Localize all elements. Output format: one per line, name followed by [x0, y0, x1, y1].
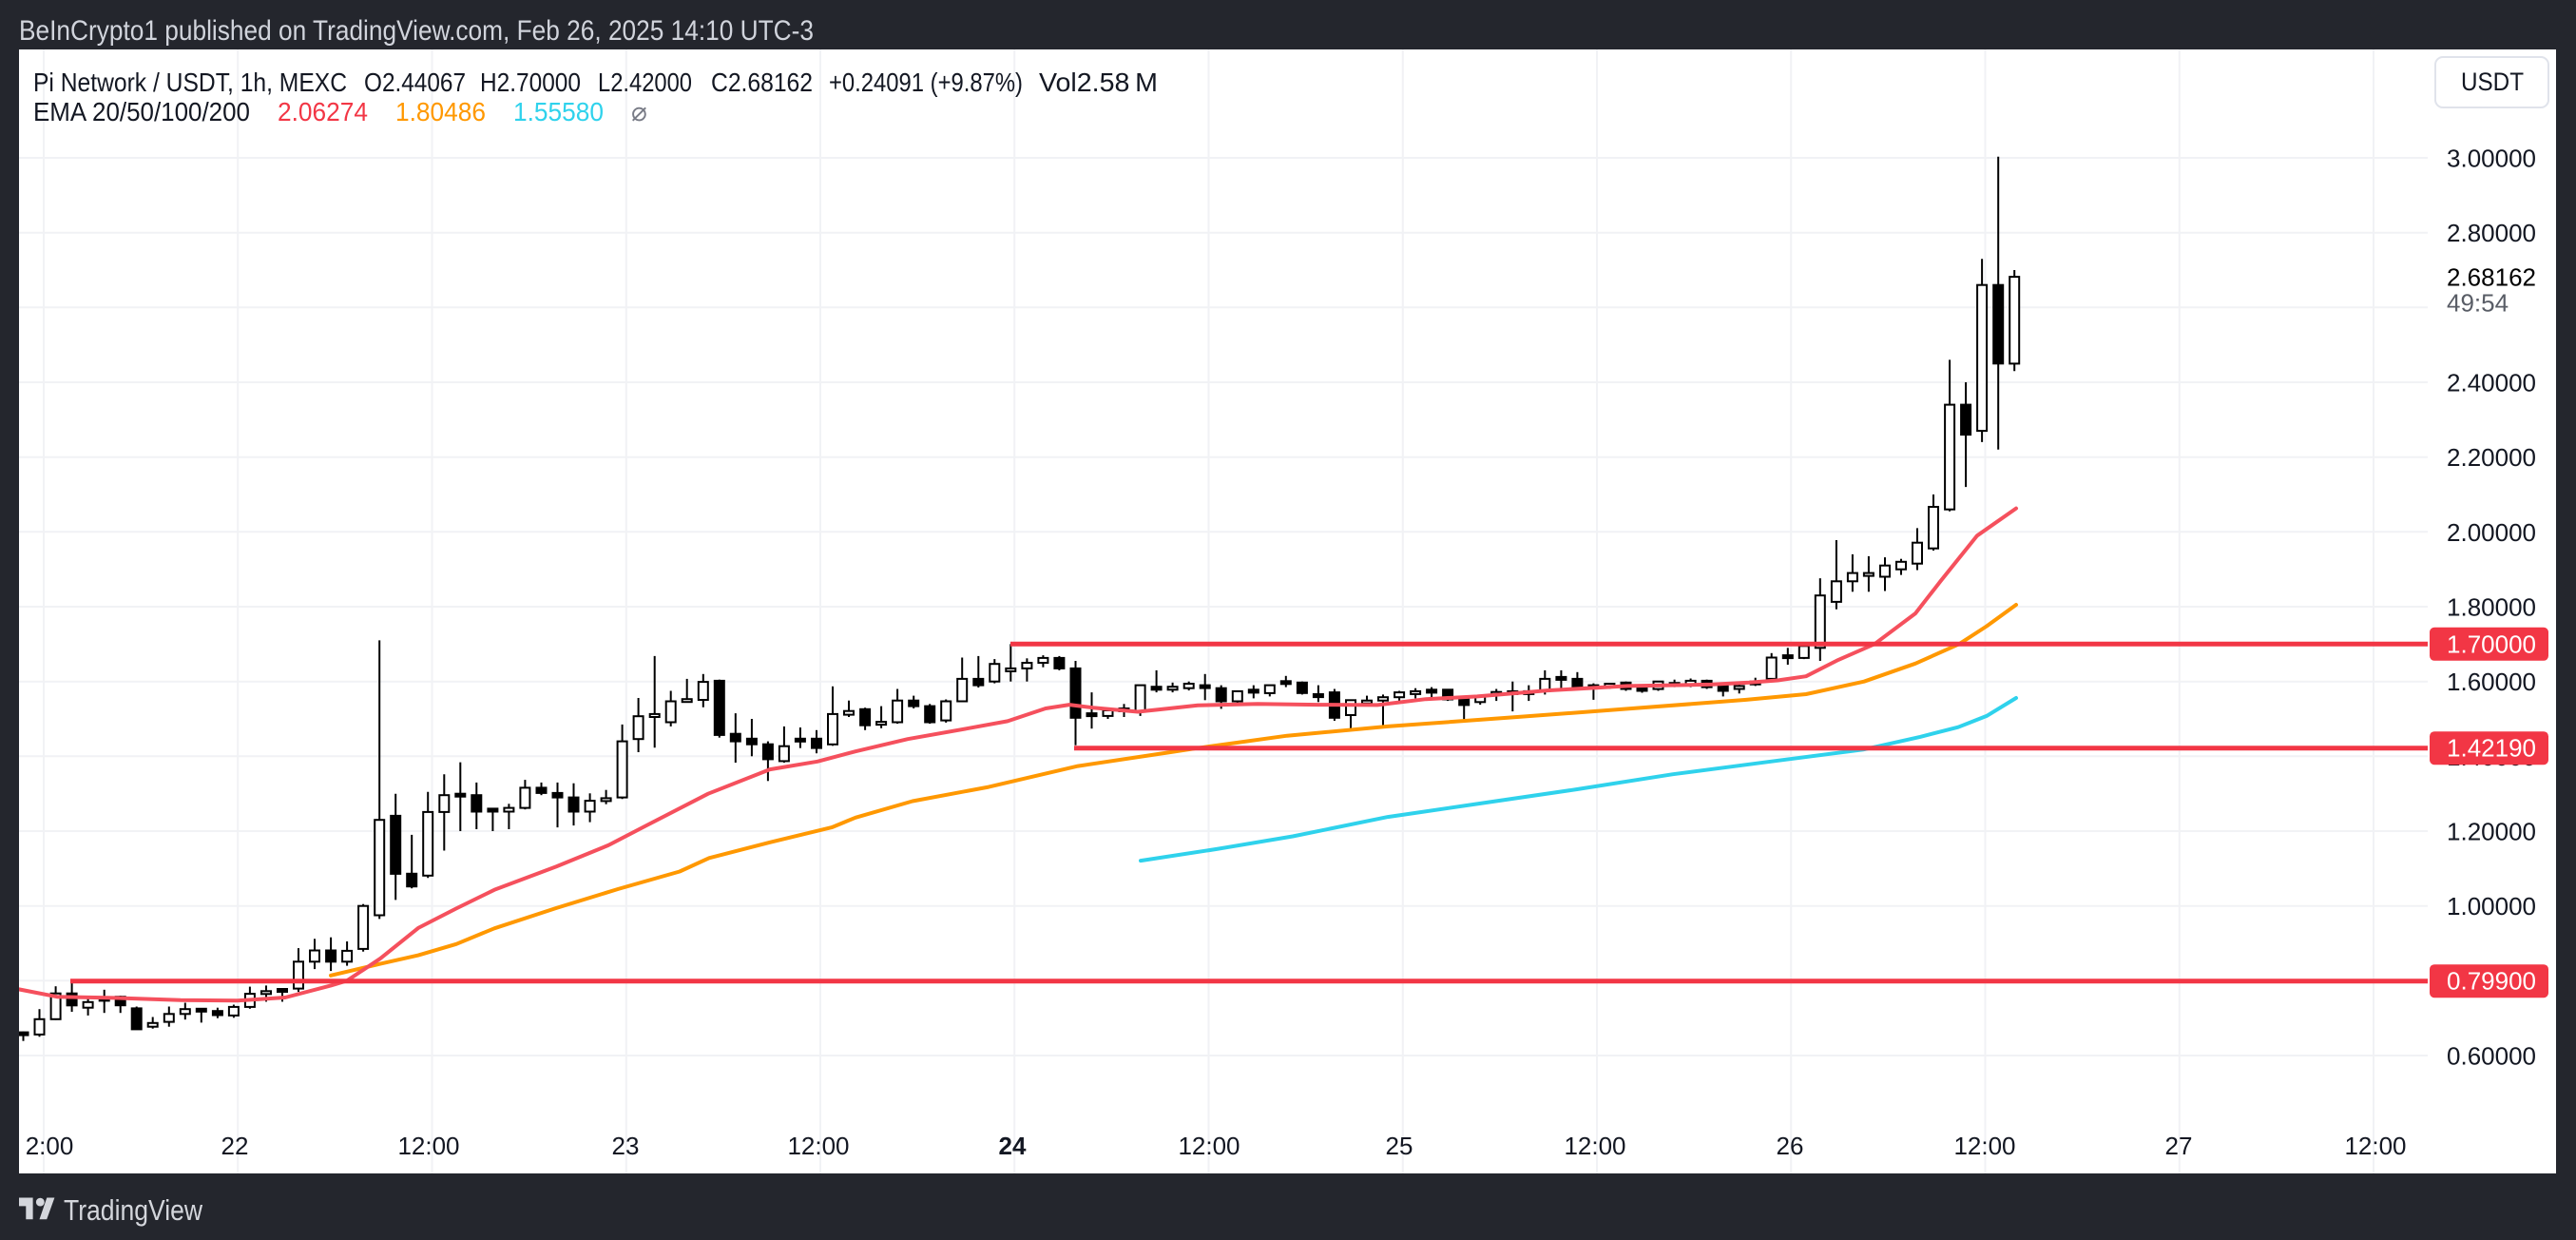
- svg-text:Vol2.58 M: Vol2.58 M: [1039, 68, 1158, 97]
- svg-text:12:00: 12:00: [787, 1132, 849, 1160]
- svg-text:27: 27: [2165, 1132, 2193, 1160]
- svg-text:12:00: 12:00: [1564, 1132, 1625, 1160]
- svg-text:H2.70000: H2.70000: [480, 68, 581, 97]
- svg-text:2.40000: 2.40000: [2447, 369, 2536, 397]
- svg-text:O2.44067: O2.44067: [364, 68, 466, 97]
- svg-text:1.70000: 1.70000: [2447, 630, 2536, 658]
- svg-text:BeInCrypto1 published on Tradi: BeInCrypto1 published on TradingView.com…: [19, 15, 814, 47]
- svg-text:1.20000: 1.20000: [2447, 818, 2536, 846]
- svg-text:12:00: 12:00: [1178, 1132, 1240, 1160]
- svg-text:12:00: 12:00: [1953, 1132, 2015, 1160]
- svg-text:C2.68162: C2.68162: [711, 68, 813, 97]
- svg-text:49:54: 49:54: [2447, 289, 2509, 318]
- svg-text:1.55580: 1.55580: [513, 97, 604, 126]
- svg-text:12:00: 12:00: [397, 1132, 459, 1160]
- svg-text:0.60000: 0.60000: [2447, 1042, 2536, 1071]
- svg-text:1.00000: 1.00000: [2447, 892, 2536, 920]
- svg-text:2.20000: 2.20000: [2447, 443, 2536, 472]
- svg-text:3.00000: 3.00000: [2447, 145, 2536, 173]
- svg-text:L2.42000: L2.42000: [598, 68, 692, 97]
- svg-text:2.80000: 2.80000: [2447, 219, 2536, 247]
- svg-text:2.68162: 2.68162: [2447, 263, 2536, 292]
- svg-text:23: 23: [612, 1132, 640, 1160]
- svg-text:TradingView: TradingView: [64, 1193, 203, 1227]
- svg-text:2:00: 2:00: [26, 1132, 74, 1160]
- svg-text:USDT: USDT: [2461, 68, 2524, 96]
- svg-text:0.79900: 0.79900: [2447, 967, 2536, 996]
- svg-text:1.60000: 1.60000: [2447, 668, 2536, 696]
- svg-text:26: 26: [1777, 1132, 1804, 1160]
- svg-text:2.06274: 2.06274: [278, 97, 368, 126]
- svg-text:1.80486: 1.80486: [395, 97, 486, 126]
- svg-text:22: 22: [221, 1132, 249, 1160]
- svg-text:EMA 20/50/100/200: EMA 20/50/100/200: [33, 97, 250, 126]
- svg-text:25: 25: [1386, 1132, 1413, 1160]
- svg-text:+0.24091 (+9.87%): +0.24091 (+9.87%): [829, 68, 1023, 97]
- svg-text:Pi Network / USDT, 1h, MEXC: Pi Network / USDT, 1h, MEXC: [33, 68, 347, 97]
- svg-text:1.42190: 1.42190: [2447, 734, 2536, 763]
- svg-text:2.00000: 2.00000: [2447, 518, 2536, 547]
- svg-text:24: 24: [999, 1132, 1027, 1160]
- svg-text:⌀: ⌀: [631, 97, 647, 126]
- svg-text:12:00: 12:00: [2344, 1132, 2406, 1160]
- svg-text:1.80000: 1.80000: [2447, 593, 2536, 622]
